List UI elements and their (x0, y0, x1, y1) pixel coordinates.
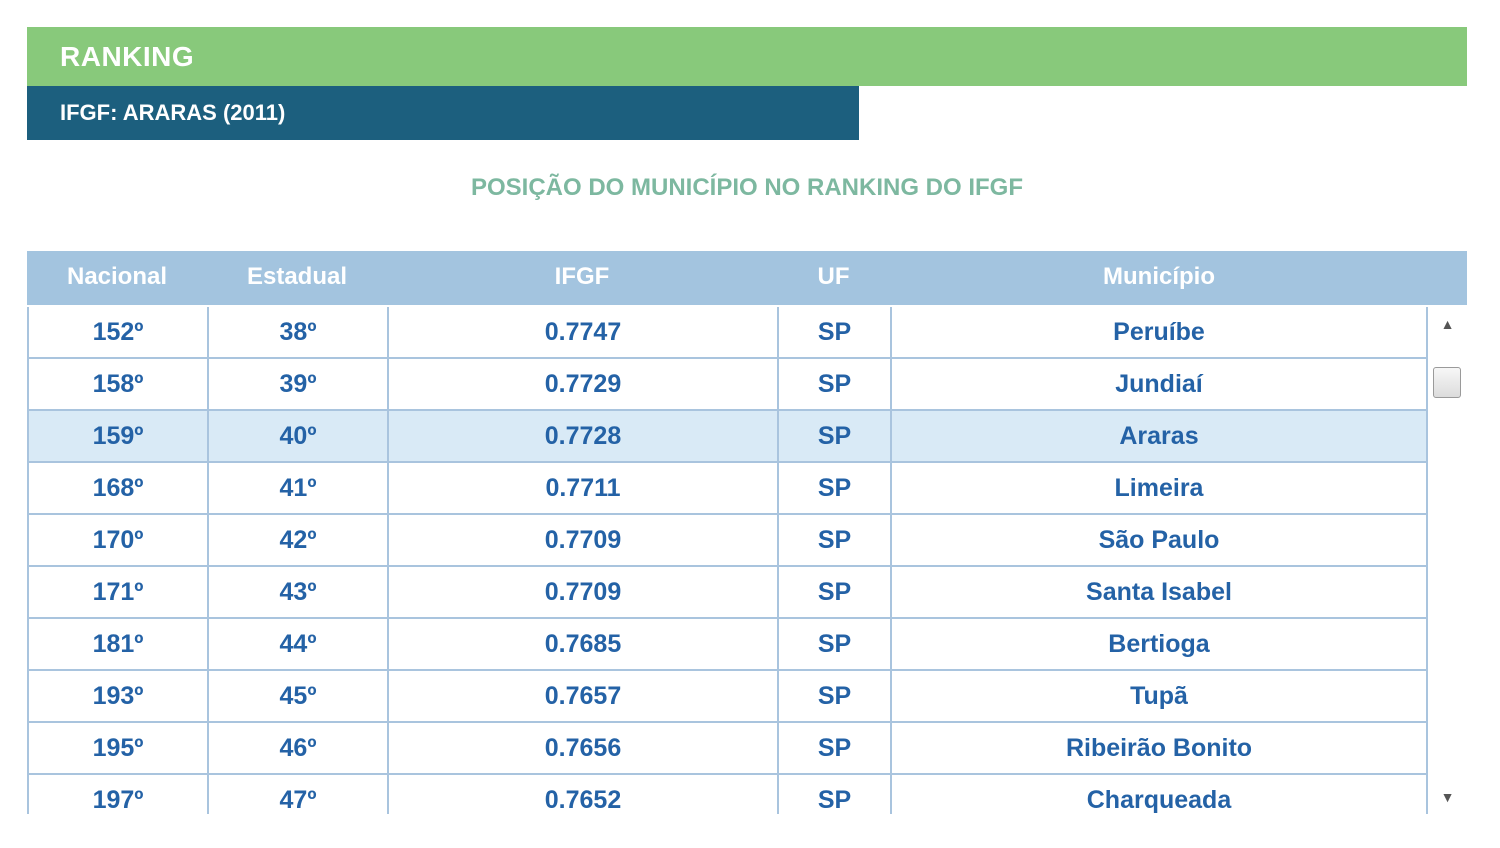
cell-estadual: 45º (207, 671, 387, 721)
scroll-down-button[interactable]: ▼ (1428, 782, 1467, 812)
table-row[interactable]: 181º 44º 0.7685 SP Bertioga (27, 619, 1428, 671)
cell-uf: SP (777, 307, 890, 357)
cell-municipio: Jundiaí (890, 359, 1428, 409)
cell-municipio: Charqueada (890, 775, 1428, 814)
cell-nacional: 159º (27, 411, 207, 461)
cell-nacional: 171º (27, 567, 207, 617)
cell-estadual: 47º (207, 775, 387, 814)
cell-uf: SP (777, 723, 890, 773)
cell-estadual: 46º (207, 723, 387, 773)
vertical-scrollbar[interactable]: ▲ ▼ (1428, 307, 1467, 814)
cell-ifgf: 0.7656 (387, 723, 777, 773)
cell-nacional: 181º (27, 619, 207, 669)
cell-nacional: 195º (27, 723, 207, 773)
cell-uf: SP (777, 619, 890, 669)
table-row[interactable]: 171º 43º 0.7709 SP Santa Isabel (27, 567, 1428, 619)
cell-ifgf: 0.7685 (387, 619, 777, 669)
section-title: POSIÇÃO DO MUNICÍPIO NO RANKING DO IFGF (470, 174, 1023, 201)
table-row[interactable]: 170º 42º 0.7709 SP São Paulo (27, 515, 1428, 567)
cell-estadual: 38º (207, 307, 387, 357)
cell-uf: SP (777, 567, 890, 617)
ranking-title: RANKING (60, 41, 195, 72)
table-row[interactable]: 152º 38º 0.7747 SP Peruíbe (27, 307, 1428, 359)
cell-municipio: Ribeirão Bonito (890, 723, 1428, 773)
cell-estadual: 42º (207, 515, 387, 565)
cell-municipio: Limeira (890, 463, 1428, 513)
scroll-up-button[interactable]: ▲ (1428, 309, 1467, 339)
table-header: Nacional Estadual IFGF UF Município (27, 251, 1467, 307)
table-row[interactable]: 159º 40º 0.7728 SP Araras (27, 411, 1428, 463)
cell-municipio: Peruíbe (890, 307, 1428, 357)
cell-nacional: 168º (27, 463, 207, 513)
cell-uf: SP (777, 411, 890, 461)
cell-municipio: Tupã (890, 671, 1428, 721)
scroll-thumb[interactable] (1433, 367, 1461, 398)
column-header-nacional[interactable]: Nacional (66, 263, 168, 290)
cell-nacional: 197º (27, 775, 207, 814)
cell-uf: SP (777, 359, 890, 409)
column-header-uf[interactable]: UF (817, 263, 850, 290)
cell-nacional: 152º (27, 307, 207, 357)
cell-ifgf: 0.7747 (387, 307, 777, 357)
cell-ifgf: 0.7711 (387, 463, 777, 513)
column-header-estadual[interactable]: Estadual (246, 263, 348, 290)
table-row[interactable]: 168º 41º 0.7711 SP Limeira (27, 463, 1428, 515)
cell-ifgf: 0.7657 (387, 671, 777, 721)
ifgf-subheader-bar: IFGF: ARARAS (2011) (27, 86, 859, 140)
cell-uf: SP (777, 515, 890, 565)
cell-estadual: 40º (207, 411, 387, 461)
cell-estadual: 43º (207, 567, 387, 617)
cell-estadual: 44º (207, 619, 387, 669)
cell-ifgf: 0.7709 (387, 567, 777, 617)
cell-municipio: Bertioga (890, 619, 1428, 669)
ranking-table: Nacional Estadual IFGF UF Município 152º… (27, 251, 1467, 814)
cell-ifgf: 0.7728 (387, 411, 777, 461)
cell-ifgf: 0.7652 (387, 775, 777, 814)
table-row[interactable]: 193º 45º 0.7657 SP Tupã (27, 671, 1428, 723)
column-header-ifgf[interactable]: IFGF (554, 263, 610, 290)
cell-uf: SP (777, 671, 890, 721)
cell-municipio: São Paulo (890, 515, 1428, 565)
cell-ifgf: 0.7729 (387, 359, 777, 409)
cell-uf: SP (777, 463, 890, 513)
triangle-down-icon: ▼ (1440, 789, 1455, 805)
table-body: 152º 38º 0.7747 SP Peruíbe 158º 39º 0.7729 SP Jun… (27, 307, 1428, 814)
cell-ifgf: 0.7709 (387, 515, 777, 565)
cell-nacional: 193º (27, 671, 207, 721)
cell-estadual: 39º (207, 359, 387, 409)
cell-uf: SP (777, 775, 890, 814)
cell-estadual: 41º (207, 463, 387, 513)
cell-nacional: 170º (27, 515, 207, 565)
cell-nacional: 158º (27, 359, 207, 409)
ifgf-subtitle: IFGF: ARARAS (2011) (60, 100, 286, 125)
column-header-municipio[interactable]: Município (1103, 263, 1215, 290)
cell-municipio: Santa Isabel (890, 567, 1428, 617)
triangle-up-icon: ▲ (1440, 316, 1455, 332)
table-row[interactable]: 158º 39º 0.7729 SP Jundiaí (27, 359, 1428, 411)
table-row[interactable]: 195º 46º 0.7656 SP Ribeirão Bonito (27, 723, 1428, 775)
table-row[interactable]: 197º 47º 0.7652 SP Charqueada (27, 775, 1428, 814)
cell-municipio: Araras (890, 411, 1428, 461)
ranking-header-bar: RANKING (27, 27, 1467, 86)
